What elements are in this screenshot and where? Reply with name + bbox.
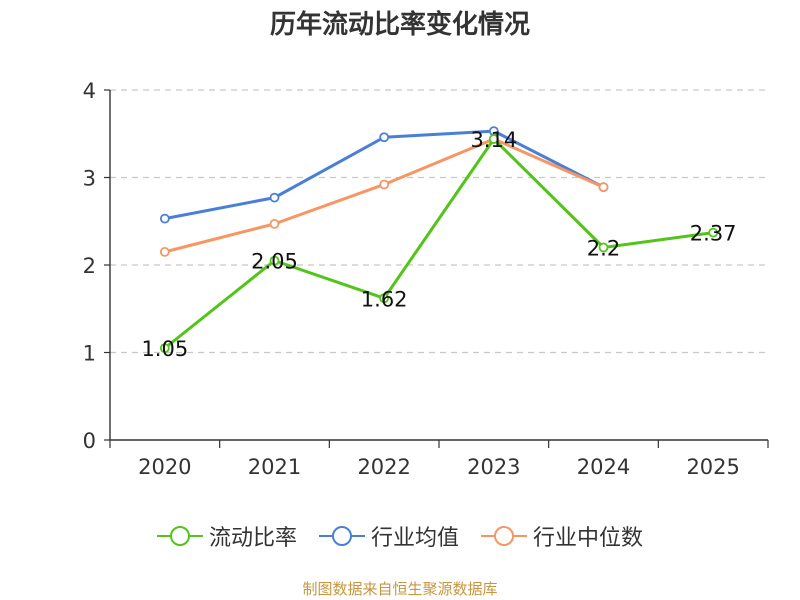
source-note: 制图数据来自恒生聚源数据库 (302, 580, 498, 598)
data-point[interactable] (379, 293, 390, 304)
data-point[interactable] (488, 134, 499, 144)
chart-title: 历年流动比率变化情况 (269, 10, 530, 40)
data-point[interactable] (379, 132, 390, 143)
chart-legend: 流动比率 行业均值 行业中位数 (0, 520, 800, 552)
x-tick-label: 2020 (138, 455, 191, 479)
legend-line-marker-icon (156, 526, 203, 546)
legend-label: 行业均值 (370, 526, 459, 551)
legend-item-current-ratio[interactable]: 流动比率 (156, 520, 297, 552)
x-tick-label: 2022 (357, 455, 410, 479)
data-point[interactable] (159, 213, 170, 224)
data-label: 2.05 (251, 250, 298, 274)
series-line (164, 129, 605, 221)
data-point[interactable] (159, 343, 170, 354)
data-label: 3.14 (470, 128, 517, 152)
data-label: 1.62 (361, 287, 408, 311)
y-tick-label: 3 (83, 167, 96, 191)
legend-label: 流动比率 (208, 526, 297, 551)
data-point[interactable] (598, 242, 609, 253)
legend-item-industry-mean[interactable]: 行业均值 (318, 520, 459, 552)
data-point[interactable] (159, 246, 170, 257)
legend-item-industry-median[interactable]: 行业中位数 (481, 520, 643, 552)
legend-label: 行业中位数 (533, 526, 644, 551)
y-tick-label: 0 (83, 429, 96, 453)
data-point[interactable] (269, 255, 280, 266)
x-tick-label: 2023 (467, 455, 520, 479)
data-point[interactable] (269, 192, 280, 203)
data-point[interactable] (379, 179, 390, 190)
x-tick-label: 2021 (248, 455, 301, 479)
data-point[interactable] (598, 182, 609, 193)
data-point[interactable] (269, 218, 280, 229)
legend-line-marker-icon (481, 526, 527, 546)
legend-line-marker-icon (318, 526, 365, 546)
x-tick-label: 2025 (686, 455, 739, 479)
data-label: 1.05 (141, 337, 188, 361)
data-point[interactable] (708, 227, 719, 238)
data-label: 2.37 (690, 222, 737, 246)
y-tick-label: 1 (83, 342, 96, 366)
y-tick-label: 2 (83, 254, 96, 278)
data-label: 2.2 (587, 237, 620, 261)
series-line (164, 137, 605, 254)
series-line (163, 137, 714, 350)
y-tick-label: 4 (83, 79, 96, 103)
x-tick-label: 2024 (577, 455, 630, 479)
